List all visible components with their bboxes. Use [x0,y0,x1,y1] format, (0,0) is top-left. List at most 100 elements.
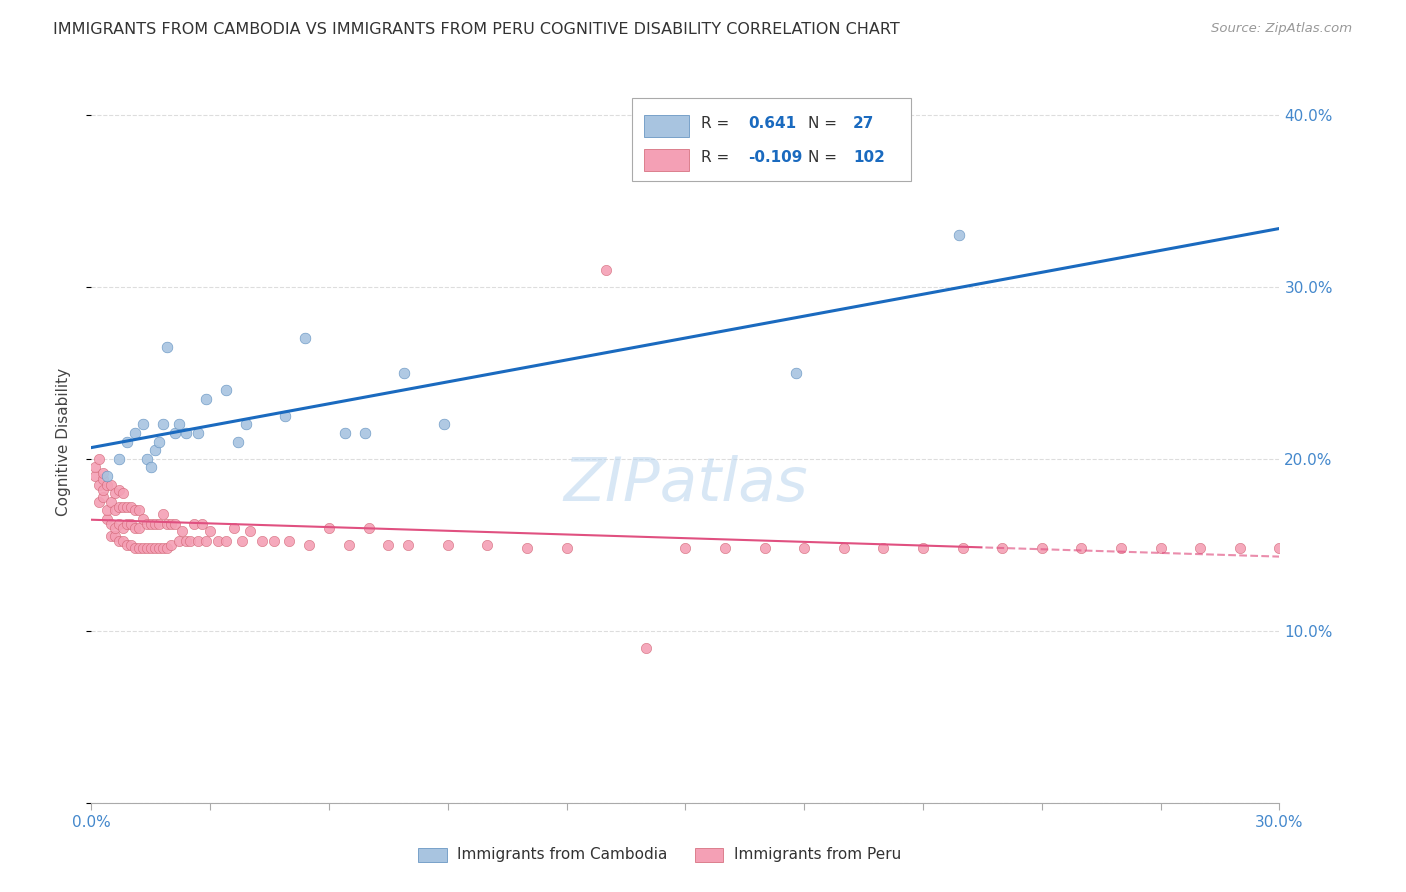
Point [477,538,499,552]
Point [96,477,118,491]
Point [128,503,150,517]
Text: IMMIGRANTS FROM CAMBODIA VS IMMIGRANTS FROM PERU COGNITIVE DISABILITY CORRELATIO: IMMIGRANTS FROM CAMBODIA VS IMMIGRANTS F… [53,22,900,37]
Text: ZIPatlas: ZIPatlas [564,456,807,515]
Y-axis label: Cognitive Disability: Cognitive Disability [56,368,70,516]
Point [235,417,257,432]
Point [108,500,131,514]
Point [163,517,186,532]
FancyBboxPatch shape [695,847,724,862]
Point [159,538,181,552]
Point [108,517,131,532]
Text: Immigrants from Peru: Immigrants from Peru [734,847,901,863]
Point [104,520,127,534]
Point [176,425,198,440]
Point [89,494,111,508]
Point [96,469,118,483]
Point [239,524,262,538]
Point [139,541,162,556]
Point [91,472,114,486]
Point [952,541,974,556]
Point [377,538,399,552]
Point [163,425,186,440]
Point [872,541,894,556]
Point [84,460,107,475]
Point [785,366,807,380]
Point [1031,541,1053,556]
Point [100,529,122,543]
Point [91,490,114,504]
Point [394,366,416,380]
Point [120,538,142,552]
Point [176,534,198,549]
FancyBboxPatch shape [644,115,689,136]
Point [148,541,170,556]
Point [231,534,253,549]
Point [191,517,214,532]
Point [100,517,122,532]
Point [148,434,170,449]
Point [115,500,138,514]
Point [156,541,179,556]
Point [100,494,122,508]
Point [132,541,155,556]
Point [263,534,285,549]
Point [294,331,316,345]
Point [115,517,138,532]
Point [1268,541,1291,556]
Point [84,469,107,483]
Point [172,524,194,538]
Point [159,517,181,532]
Point [104,503,127,517]
Point [298,538,321,552]
Point [179,534,201,549]
Point [357,520,380,534]
Point [96,503,118,517]
Point [353,425,375,440]
Point [104,529,127,543]
Point [135,517,157,532]
Text: Source: ZipAtlas.com: Source: ZipAtlas.com [1212,22,1353,36]
Point [128,541,150,556]
Point [278,534,301,549]
Point [112,534,135,549]
Point [124,541,146,556]
Point [793,541,815,556]
Point [832,541,855,556]
Point [124,425,146,440]
Point [135,451,157,466]
Point [433,417,456,432]
Point [143,541,166,556]
Text: 0.641: 0.641 [748,116,797,131]
Point [167,534,190,549]
Point [673,541,696,556]
Text: 27: 27 [853,116,875,131]
Point [139,460,162,475]
Point [124,520,146,534]
Point [1189,541,1212,556]
Point [991,541,1014,556]
Point [200,524,222,538]
Point [274,409,297,423]
Point [89,477,111,491]
Point [96,512,118,526]
Point [195,534,218,549]
Point [143,517,166,532]
Text: Immigrants from Cambodia: Immigrants from Cambodia [457,847,668,863]
Point [152,507,174,521]
Point [120,500,142,514]
Point [112,500,135,514]
Text: R =: R = [700,150,734,165]
Point [91,483,114,497]
Point [108,483,131,497]
Point [167,417,190,432]
Point [89,451,111,466]
Point [108,451,131,466]
Point [516,541,538,556]
Point [634,640,657,655]
Text: -0.109: -0.109 [748,150,803,165]
Point [183,517,205,532]
Point [396,538,419,552]
Point [104,486,127,500]
Point [112,486,135,500]
Point [148,517,170,532]
